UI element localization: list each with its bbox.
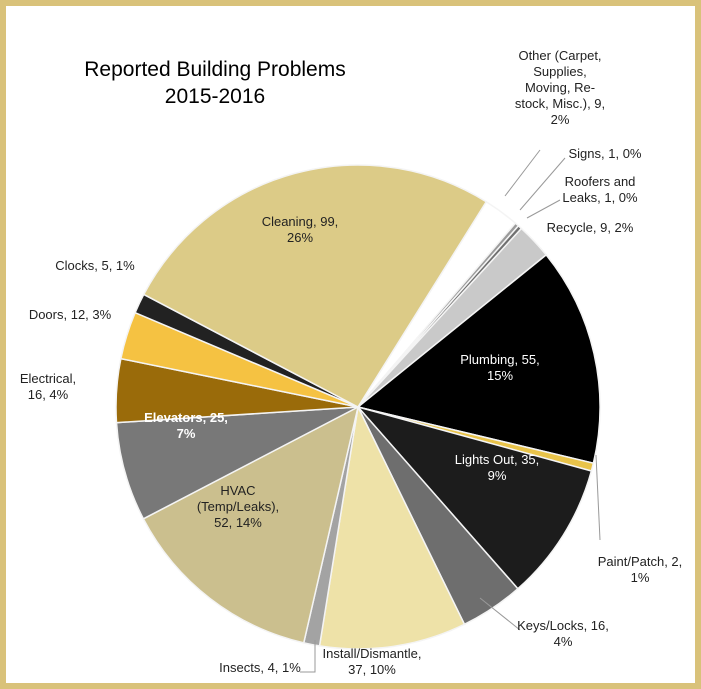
data-label: Paint/Patch, 2, [598, 554, 683, 569]
data-label: Elevators, 25, [144, 410, 228, 425]
chart-title: 2015-2016 [165, 85, 265, 108]
pie-slice [318, 404, 466, 650]
data-label: Electrical, [20, 371, 76, 386]
data-label: Clocks, 5, 1% [55, 258, 135, 273]
data-label: 16, 4% [28, 387, 69, 402]
data-label: 7% [177, 426, 196, 441]
data-label: 2% [551, 112, 570, 127]
data-label: Doors, 12, 3% [29, 307, 112, 322]
data-label: 9% [488, 468, 507, 483]
pie-slice [142, 164, 488, 408]
data-label: 52, 14% [214, 515, 262, 530]
data-label: 37, 10% [348, 662, 396, 677]
leader-line [300, 640, 316, 673]
leader-line [479, 597, 521, 631]
data-label: Supplies, [533, 64, 586, 79]
pie-slice [356, 253, 601, 465]
data-label: Keys/Locks, 16, [517, 618, 609, 633]
data-label: Install/Dismantle, [323, 646, 422, 661]
data-label: Plumbing, 55, [460, 352, 540, 367]
data-label: Moving, Re- [525, 80, 595, 95]
data-label: stock, Misc.), 9, [515, 96, 605, 111]
data-label: Roofers and [565, 174, 636, 189]
data-label: 4% [554, 634, 573, 649]
data-label: Recycle, 9, 2% [547, 220, 634, 235]
data-label: Cleaning, 99, [262, 214, 339, 229]
leader-line [504, 149, 541, 197]
leader-line [519, 157, 566, 211]
pie-slice [142, 405, 360, 644]
data-label: Leaks, 1, 0% [562, 190, 638, 205]
data-label: (Temp/Leaks), [197, 499, 279, 514]
data-label: HVAC [220, 483, 255, 498]
data-label: Lights Out, 35, [455, 452, 540, 467]
chart-title: Reported Building Problems [84, 58, 345, 81]
data-label: Signs, 1, 0% [569, 146, 642, 161]
data-label: 26% [287, 230, 313, 245]
leader-line [526, 199, 561, 219]
data-label: Insects, 4, 1% [219, 660, 301, 675]
pie-slice [355, 405, 593, 590]
data-label: 15% [487, 368, 513, 383]
data-label: 1% [631, 570, 650, 585]
data-label: Other (Carpet, [518, 48, 601, 63]
leader-line [595, 454, 601, 541]
